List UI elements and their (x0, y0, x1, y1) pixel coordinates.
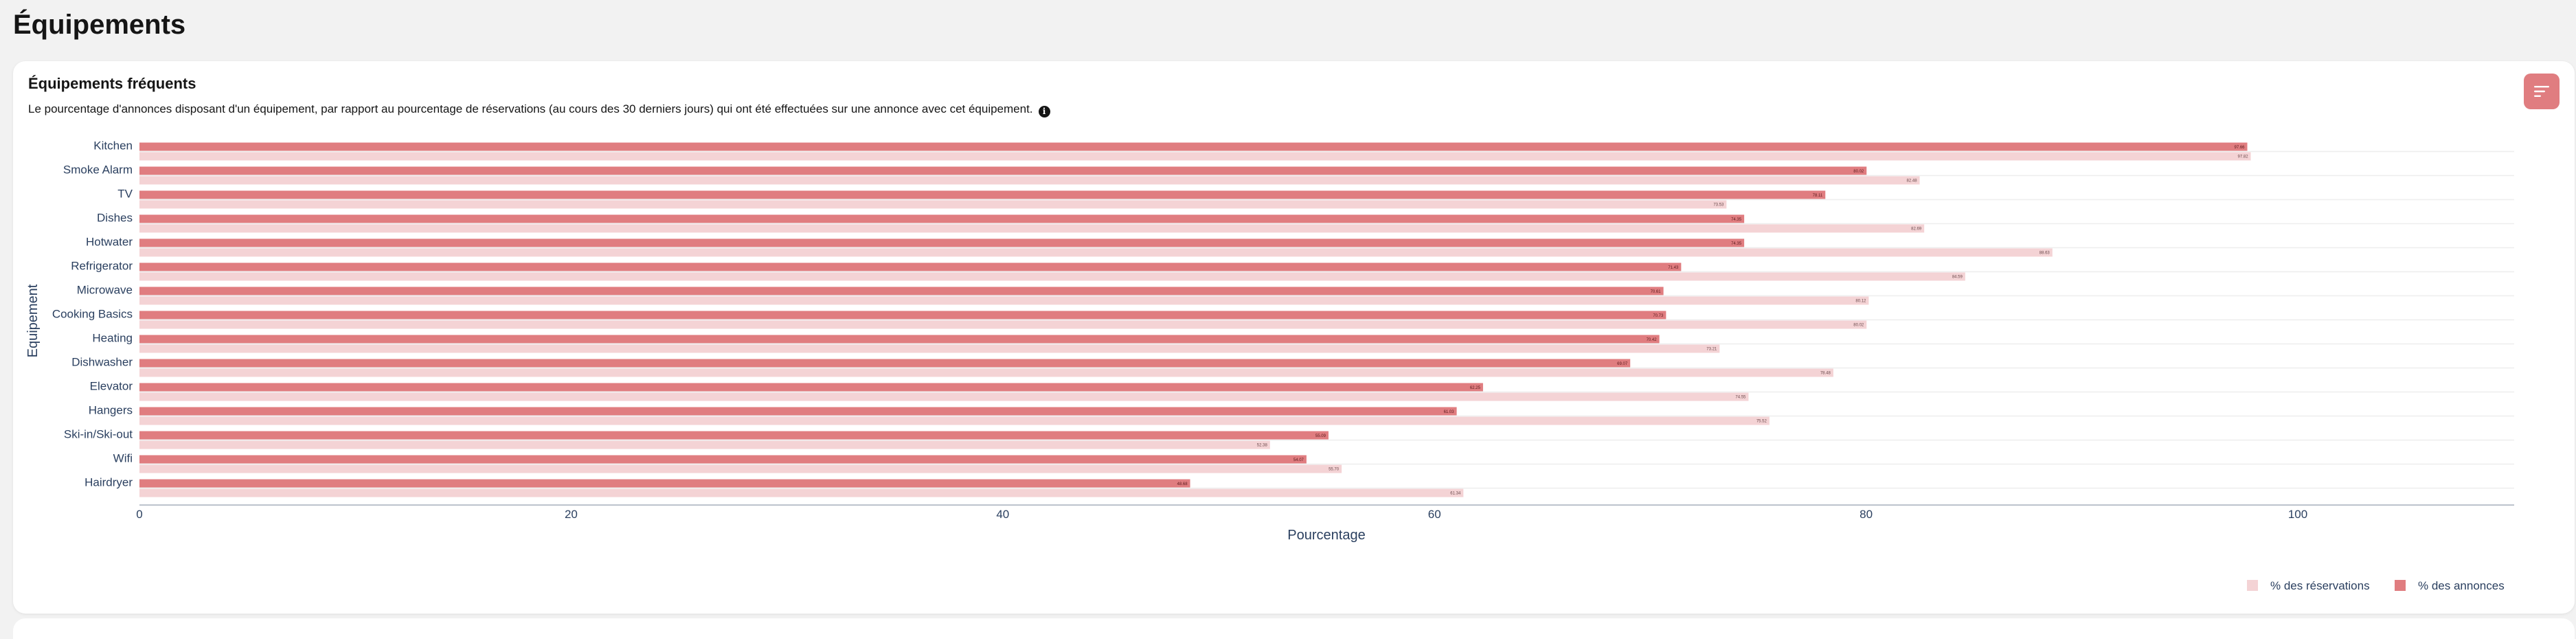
category-label: Heating (92, 331, 133, 344)
bar-bookings[interactable] (139, 200, 1727, 209)
bar-bookings[interactable] (139, 152, 2251, 161)
bar-listings[interactable] (139, 262, 1682, 271)
bar-listings[interactable] (139, 479, 1190, 488)
x-tick-label: 40 (996, 508, 1009, 521)
category-label: Dishes (97, 211, 133, 224)
x-tick-label: 100 (2288, 508, 2307, 521)
bar-bookings[interactable] (139, 344, 1720, 353)
data-label-listings: 48.68 (1177, 482, 1188, 486)
category-label: Ski-in/Ski-out (64, 427, 133, 440)
legend-label-bookings[interactable]: % des réservations (2270, 579, 2370, 592)
x-axis-title: Pourcentage (1287, 528, 1365, 543)
y-axis-title: Equipement (25, 284, 41, 357)
category-label: Wifi (113, 451, 133, 464)
bar-listings[interactable] (139, 455, 1307, 464)
bar-bookings[interactable] (139, 392, 1749, 401)
bar-listings[interactable] (139, 311, 1667, 320)
data-label-bookings: 82.48 (1907, 179, 1918, 183)
info-circle-icon[interactable]: i (1038, 106, 1050, 117)
x-tick-label: 60 (1428, 508, 1441, 521)
data-label-bookings: 74.55 (1735, 396, 1746, 400)
category-label: Hotwater (86, 235, 133, 248)
bar-listings[interactable] (139, 407, 1457, 416)
data-label-bookings: 55.70 (1329, 468, 1340, 472)
bar-bookings[interactable] (139, 272, 1965, 281)
data-label-listings: 55.09 (1315, 434, 1326, 438)
bar-bookings[interactable] (139, 440, 1270, 449)
legend-swatch-bookings[interactable] (2247, 580, 2258, 591)
bar-bookings[interactable] (139, 464, 1342, 473)
category-label: Elevator (90, 379, 133, 392)
bar-bookings[interactable] (139, 416, 1770, 425)
bar-listings[interactable] (139, 287, 1664, 295)
bar-listings[interactable] (139, 359, 1631, 368)
data-label-listings: 80.02 (1853, 170, 1864, 174)
page-title: Équipements (13, 10, 186, 40)
bar-listings[interactable] (139, 431, 1329, 440)
category-label: Smoke Alarm (63, 163, 133, 176)
category-label: Hangers (89, 403, 133, 416)
bar-bookings[interactable] (139, 489, 1464, 497)
data-label-listings: 54.07 (1293, 458, 1304, 462)
category-label: Microwave (77, 283, 133, 296)
x-tick-label: 20 (565, 508, 578, 521)
card-description: Le pourcentage d'annonces disposant d'un… (28, 102, 1050, 117)
bar-listings[interactable] (139, 383, 1483, 392)
data-label-listings: 61.03 (1444, 410, 1455, 414)
bar-bookings[interactable] (139, 320, 1867, 329)
data-label-bookings: 88.63 (2040, 251, 2050, 256)
data-label-listings: 70.61 (1651, 290, 1662, 294)
bar-listings[interactable] (139, 190, 1826, 199)
data-label-bookings: 73.21 (1706, 348, 1717, 352)
bar-listings[interactable] (139, 335, 1660, 344)
category-label: Hairdryer (84, 475, 133, 489)
x-tick-label: 80 (1860, 508, 1873, 521)
data-label-listings: 70.42 (1647, 338, 1658, 342)
data-label-bookings: 78.48 (1820, 372, 1831, 376)
data-label-listings: 62.25 (1470, 386, 1481, 390)
bar-listings[interactable] (139, 142, 2248, 151)
category-label: TV (117, 187, 133, 200)
data-label-bookings: 73.53 (1713, 203, 1724, 208)
data-label-bookings: 61.34 (1450, 492, 1461, 496)
bar-bookings[interactable] (139, 368, 1833, 377)
data-label-listings: 69.07 (1617, 362, 1628, 366)
card-description-text: Le pourcentage d'annonces disposant d'un… (28, 102, 1033, 115)
category-label: Dishwasher (71, 355, 133, 368)
data-label-listings: 78.11 (1813, 194, 1823, 198)
data-label-bookings: 84.59 (1952, 276, 1963, 280)
data-label-bookings: 52.38 (1257, 444, 1268, 448)
bar-bookings[interactable] (139, 296, 1869, 305)
legend-swatch-listings[interactable] (2395, 580, 2406, 591)
bar-listings[interactable] (139, 238, 1745, 247)
data-label-listings: 97.66 (2234, 146, 2245, 150)
next-card-edge (13, 618, 2575, 639)
data-label-bookings: 80.12 (1855, 300, 1866, 304)
bar-bookings[interactable] (139, 248, 2053, 257)
sort-lines-icon (2534, 86, 2549, 97)
category-label: Refrigerator (71, 259, 133, 272)
data-label-listings: 74.35 (1731, 242, 1742, 246)
bar-bookings[interactable] (139, 176, 1920, 185)
card-title: Équipements fréquents (28, 75, 196, 92)
bar-listings[interactable] (139, 214, 1745, 223)
data-label-bookings: 75.52 (1756, 420, 1767, 424)
data-label-listings: 71.43 (1668, 266, 1679, 270)
data-label-bookings: 82.69 (1911, 227, 1922, 232)
data-label-listings: 74.35 (1731, 218, 1742, 222)
bar-listings[interactable] (139, 166, 1867, 175)
category-label: Kitchen (93, 139, 133, 152)
data-label-bookings: 80.02 (1853, 324, 1864, 328)
category-label: Cooking Basics (52, 307, 133, 320)
legend-label-listings[interactable]: % des annonces (2418, 579, 2505, 592)
bar-bookings[interactable] (139, 224, 1925, 233)
data-label-bookings: 97.82 (2238, 155, 2249, 159)
sort-button[interactable] (2524, 74, 2560, 109)
x-tick-label: 0 (136, 508, 142, 521)
data-label-listings: 70.73 (1653, 314, 1664, 318)
